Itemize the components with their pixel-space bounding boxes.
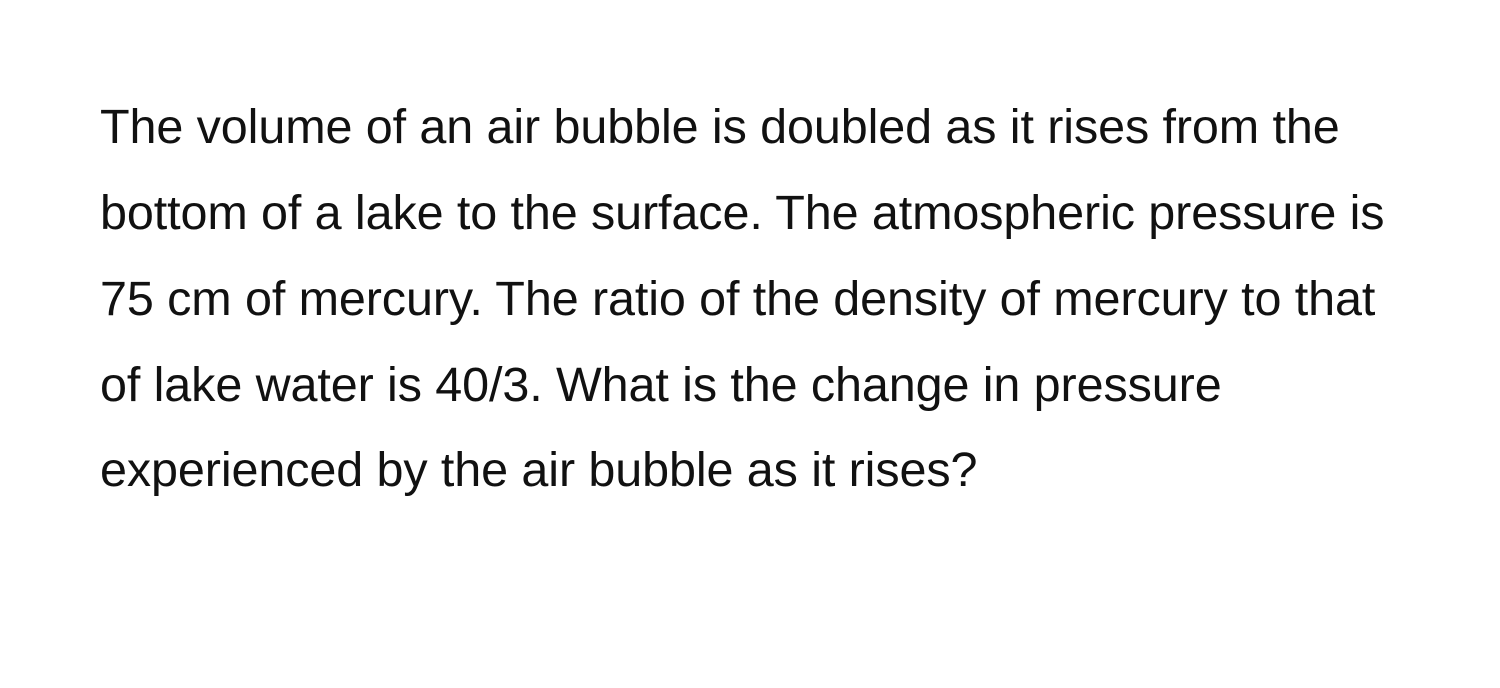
question-container: The volume of an air bubble is doubled a… xyxy=(0,0,1500,688)
question-text: The volume of an air bubble is doubled a… xyxy=(100,85,1405,514)
